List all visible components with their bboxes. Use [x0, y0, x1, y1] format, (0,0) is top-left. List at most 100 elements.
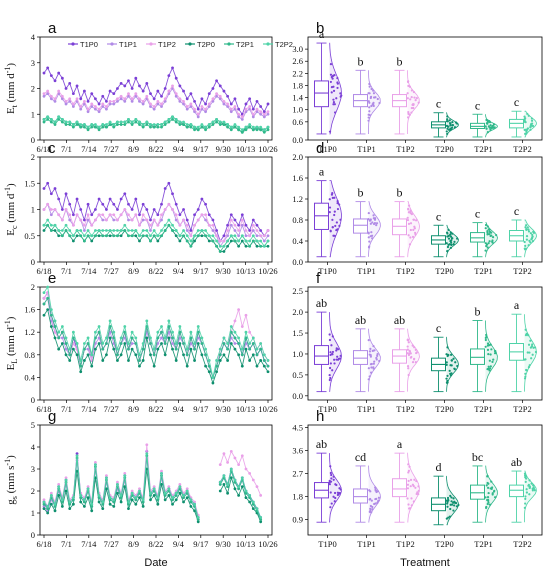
point-T2P2	[46, 115, 50, 119]
point-T1P2	[152, 485, 156, 488]
violin-T1P2	[407, 70, 420, 134]
panel-label: g	[48, 408, 56, 425]
point-T2P1	[229, 128, 233, 132]
point-T2P1	[163, 229, 167, 232]
point-T1P1	[376, 353, 379, 356]
point-T2P1	[68, 234, 72, 238]
point-T2P1	[488, 230, 491, 233]
point-T2P2	[218, 120, 222, 124]
x-tick-label: 7/27	[104, 144, 119, 154]
point-T2P2	[86, 487, 90, 491]
point-T2P1	[71, 125, 75, 129]
point-T1P2	[415, 479, 418, 483]
point-T2P0	[445, 242, 448, 245]
point-T1P0	[328, 333, 331, 336]
point-T1P2	[259, 234, 263, 238]
point-T2P2	[526, 351, 529, 354]
point-T1P2	[189, 102, 193, 106]
point-T2P2	[178, 485, 182, 488]
point-T2P1	[494, 351, 497, 354]
point-T1P2	[123, 472, 127, 475]
point-T2P1	[490, 348, 493, 351]
point-T1P0	[119, 197, 123, 201]
point-T1P1	[116, 99, 119, 103]
point-T2P2	[86, 336, 90, 340]
point-T2P2	[163, 120, 167, 124]
point-T1P2	[200, 213, 204, 217]
point-T1P2	[413, 96, 416, 99]
point-T2P1	[259, 244, 263, 248]
point-T1P2	[233, 223, 237, 227]
point-T1P0	[336, 199, 339, 203]
legend-marker-T1P1	[110, 42, 114, 46]
point-T2P1	[488, 344, 491, 347]
series-T2P2	[42, 452, 263, 519]
point-T1P0	[75, 84, 79, 88]
x-tick-label: T1P0	[318, 266, 336, 276]
point-T1P0	[57, 71, 61, 75]
point-T2P1	[82, 239, 86, 243]
point-T1P2	[149, 223, 152, 227]
point-T1P0	[204, 102, 207, 106]
point-T2P1	[127, 502, 130, 506]
point-T1P2	[79, 218, 83, 222]
point-T1P2	[406, 345, 409, 348]
point-T1P2	[411, 344, 414, 347]
point-T1P0	[156, 89, 160, 93]
point-T2P1	[171, 229, 174, 232]
point-T2P0	[105, 353, 108, 357]
point-T2P2	[529, 346, 533, 349]
point-T2P0	[450, 496, 453, 499]
x-tick-label: T2P1	[474, 266, 492, 276]
point-T1P2	[408, 85, 412, 88]
box-T1P1: ab	[353, 313, 381, 393]
point-T2P2	[112, 123, 116, 126]
point-T1P2	[130, 489, 134, 493]
point-T2P1	[204, 353, 207, 357]
point-T2P2	[134, 118, 138, 121]
point-T2P0	[259, 520, 263, 524]
point-T1P1	[377, 499, 380, 502]
violin-T1P1	[368, 328, 381, 392]
point-T2P2	[156, 234, 160, 238]
point-T1P1	[130, 342, 134, 345]
point-T1P2	[417, 489, 420, 492]
point-T1P0	[338, 487, 341, 490]
point-T1P1	[375, 358, 378, 361]
point-T1P0	[336, 202, 339, 205]
y-tick-label: 0	[31, 395, 35, 405]
point-T1P1	[149, 105, 152, 108]
point-T2P1	[101, 502, 105, 506]
point-T1P2	[237, 308, 241, 311]
point-T2P0	[127, 507, 130, 510]
point-T2P2	[174, 342, 178, 345]
legend: T1P0 T1P1 T1P2 T2P0 T2P1 T2P2	[68, 40, 293, 49]
point-T2P2	[82, 498, 86, 502]
point-T1P2	[178, 223, 182, 227]
point-T1P0	[329, 471, 332, 475]
point-T2P2	[90, 502, 94, 506]
point-T1P0	[134, 197, 138, 201]
point-T1P1	[369, 218, 372, 221]
plot-frame	[307, 156, 543, 263]
point-T2P1	[189, 244, 193, 248]
point-T2P0	[266, 370, 270, 374]
point-T2P1	[488, 359, 491, 362]
x-tick-label: 10/13	[236, 144, 255, 154]
point-T1P2	[57, 483, 61, 486]
point-T2P2	[215, 118, 218, 121]
point-T2P0	[193, 359, 196, 362]
point-T1P1	[101, 105, 105, 108]
point-T1P2	[411, 483, 414, 486]
point-T1P2	[407, 463, 410, 466]
point-T2P2	[105, 336, 108, 340]
point-T1P2	[160, 469, 163, 473]
point-T1P1	[68, 218, 72, 222]
point-T2P2	[523, 472, 527, 475]
point-T1P1	[368, 101, 371, 104]
point-T2P2	[525, 488, 528, 491]
point-T1P0	[248, 229, 252, 232]
point-T2P2	[530, 117, 534, 120]
point-T2P1	[244, 128, 248, 132]
point-T1P1	[371, 349, 374, 352]
